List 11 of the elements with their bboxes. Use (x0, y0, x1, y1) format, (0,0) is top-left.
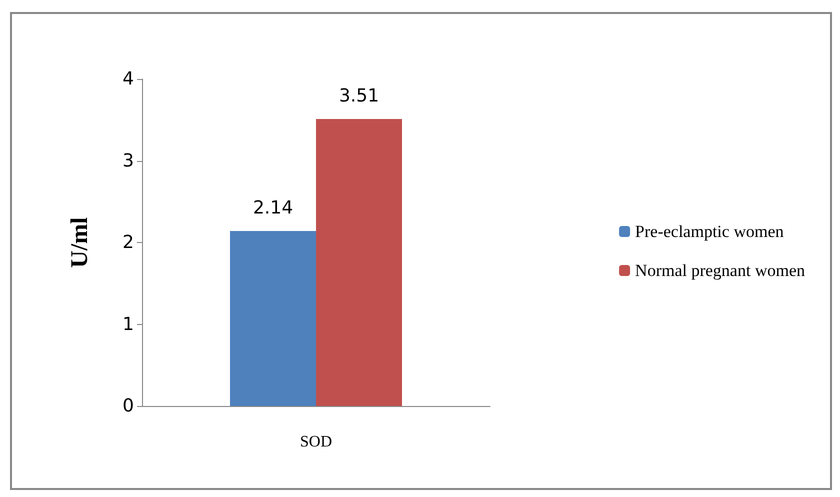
y-tick-label: 3 (122, 150, 134, 172)
y-tick-label: 1 (122, 314, 134, 335)
x-tick-label: SOD (300, 434, 332, 450)
y-axis-title: U/ml (67, 216, 93, 268)
legend-label: Normal pregnant women (635, 261, 806, 280)
y-tick-label: 0 (122, 396, 134, 416)
legend-label: Pre-eclamptic women (635, 222, 784, 241)
y-tick-label: 2 (122, 232, 134, 253)
data-label: 2.14 (252, 198, 294, 219)
data-label: 3.51 (338, 86, 380, 107)
y-tick-label: 4 (122, 68, 134, 90)
